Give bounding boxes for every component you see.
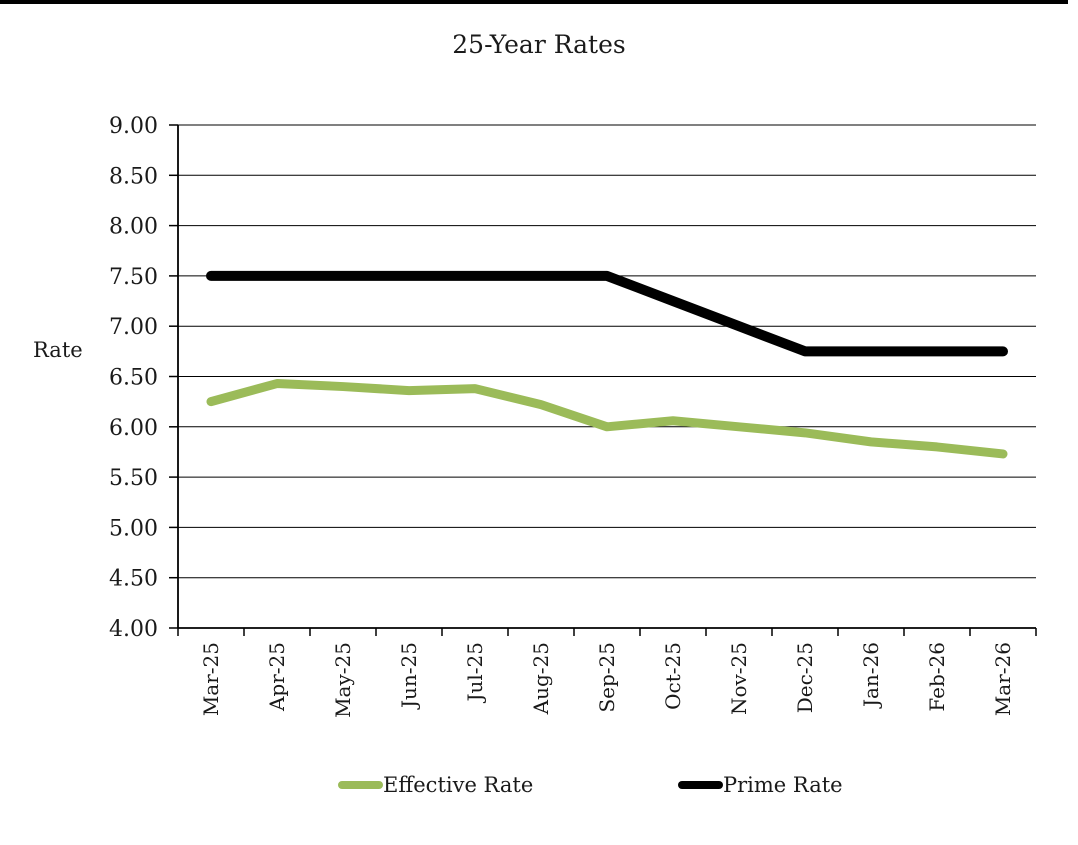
chart-title: 25-Year Rates xyxy=(452,30,626,59)
legend-item-effective-rate: Effective Rate xyxy=(338,770,533,800)
rates-line-chart: 9.00 8.50 8.00 7.50 7.00 6.50 6.00 5.50 5.00 4.50… xyxy=(109,114,1037,718)
y-tick-label: 5.50 xyxy=(109,466,158,491)
y-tick-label: 6.00 xyxy=(109,416,158,441)
y-tick-label: 6.50 xyxy=(109,366,158,391)
x-tick-label: Dec-25 xyxy=(793,642,817,713)
y-tick-label: 5.00 xyxy=(109,516,158,541)
y-tick-label: 4.50 xyxy=(109,567,158,592)
chart-legend: Effective Rate Prime Rate xyxy=(0,770,1078,800)
legend-label-prime-rate: Prime Rate xyxy=(723,772,843,797)
y-tick-label: 8.00 xyxy=(109,215,158,240)
y-tick-label: 9.00 xyxy=(109,114,158,139)
legend-label-effective-rate: Effective Rate xyxy=(383,772,534,797)
x-tick-label: Oct-25 xyxy=(661,642,685,710)
x-tick-label: Nov-25 xyxy=(727,642,751,715)
x-tick-label: May-25 xyxy=(331,642,355,718)
legend-item-prime-rate: Prime Rate xyxy=(678,770,843,800)
series-line-effective-rate xyxy=(206,379,1008,459)
x-tick-label: Sep-25 xyxy=(595,642,619,713)
x-tick-label: Mar-26 xyxy=(991,642,1015,716)
x-tick-label: Feb-26 xyxy=(925,642,949,712)
y-tick-label: 7.50 xyxy=(109,265,158,290)
series-line-prime-rate xyxy=(206,270,1008,357)
x-tick-label: Apr-25 xyxy=(265,642,289,712)
effective-rate-swatch-icon xyxy=(338,781,383,789)
x-tick-label: Jul-25 xyxy=(463,642,487,704)
x-tick-label: Jun-25 xyxy=(397,642,421,710)
prime-rate-swatch-icon xyxy=(678,781,723,789)
y-tick-label: 7.00 xyxy=(109,315,158,340)
x-tick-label: Mar-25 xyxy=(199,642,223,716)
x-tick-label: Aug-25 xyxy=(529,642,553,715)
top-border-rule xyxy=(0,0,1068,4)
x-tick-label: Jan-26 xyxy=(859,642,883,709)
y-axis-title: Rate xyxy=(33,338,83,362)
y-tick-label: 4.00 xyxy=(109,617,158,642)
y-tick-label: 8.50 xyxy=(109,164,158,189)
